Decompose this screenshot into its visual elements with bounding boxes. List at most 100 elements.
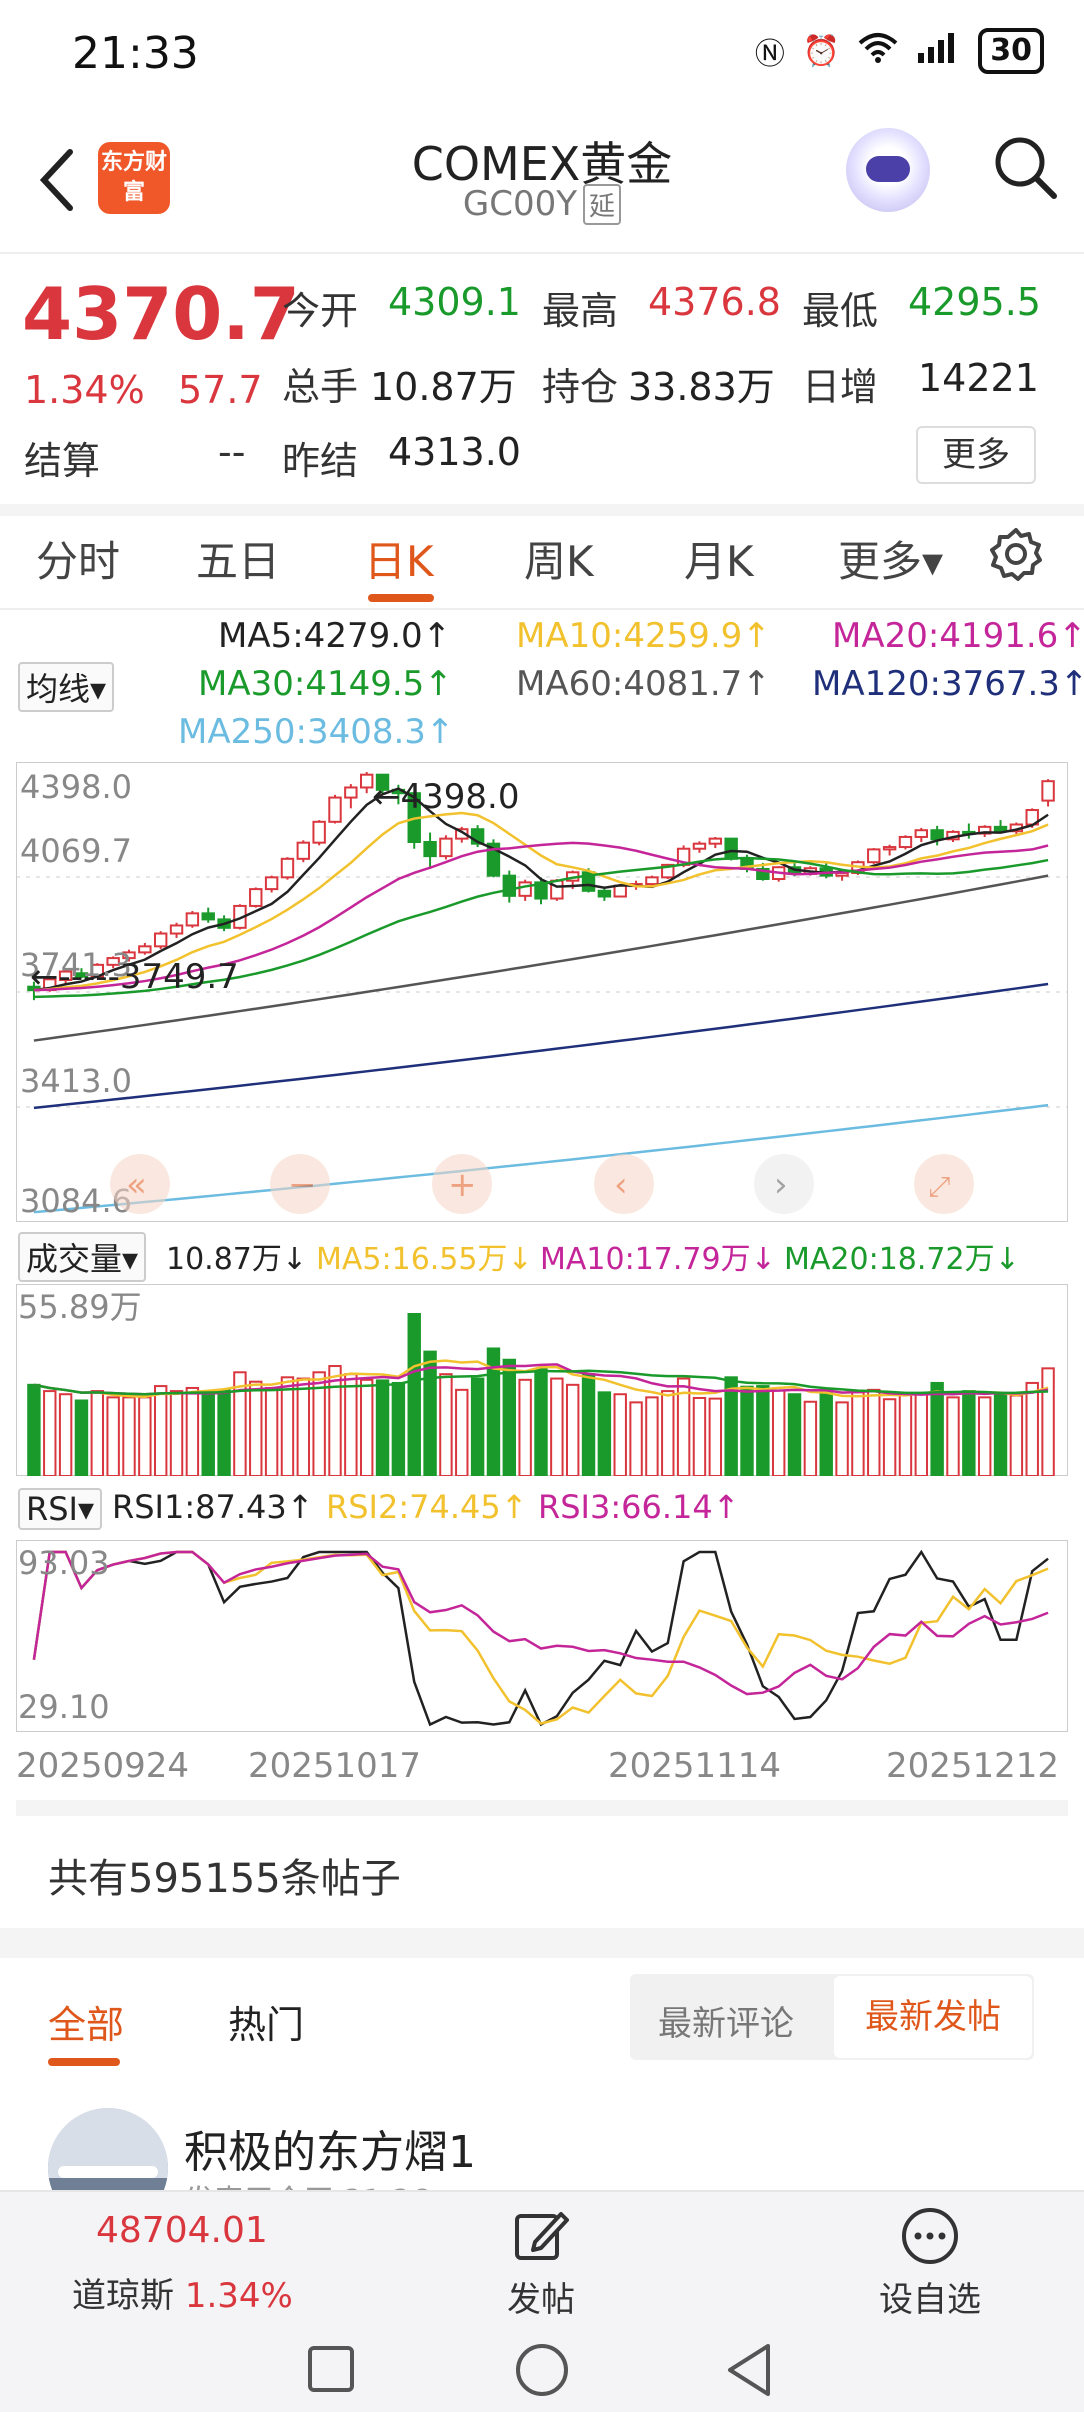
back-nav-icon[interactable] <box>724 2342 774 2398</box>
more-options-icon[interactable] <box>870 2206 990 2270</box>
ma250-label: MA250:3408.3↑ <box>178 712 455 752</box>
tab-all[interactable]: 全部 <box>48 2003 125 2047</box>
volume-bar <box>613 1393 627 1476</box>
volume-bar <box>280 1376 295 1476</box>
volume-bar <box>407 1313 421 1476</box>
dow-index-label[interactable]: 道琼斯 1.34% <box>72 2268 293 2317</box>
kline-chart[interactable]: 4398.0 4069.7 3741.3 3413.0 3084.6 ←4398… <box>16 762 1068 1222</box>
volume-bar <box>217 1388 231 1476</box>
post-author[interactable]: 积极的东方熠1 <box>184 2127 476 2178</box>
nfc-icon: Ⓝ <box>754 37 785 72</box>
prev-icon[interactable] <box>594 1154 654 1214</box>
section-gap <box>0 1928 1084 1958</box>
volume-bar <box>629 1401 643 1476</box>
compose-label[interactable]: 发帖 <box>507 2280 575 2320</box>
volume-bar <box>90 1390 105 1476</box>
volume-bar <box>882 1398 897 1476</box>
candle-body <box>1041 780 1055 802</box>
candle-body <box>756 867 770 881</box>
volume-bar <box>502 1358 517 1476</box>
more-button[interactable]: 更多 <box>916 426 1036 484</box>
candle-body <box>993 825 1008 833</box>
volume-bars <box>27 1313 1055 1476</box>
high-value: 4376.8 <box>648 280 781 324</box>
candle-body <box>518 881 532 897</box>
volume-bar <box>486 1347 501 1476</box>
volume-bar <box>819 1389 833 1476</box>
signal-icon <box>916 31 960 71</box>
tab-weekly-k[interactable]: 周K <box>524 537 594 586</box>
tab-more[interactable]: 更多▾ <box>838 537 944 586</box>
high-label: 最高 <box>542 289 619 333</box>
rsi-chart[interactable]: 93.03 29.10 <box>16 1540 1068 1732</box>
sort-latest-comment[interactable]: 最新评论 <box>658 2004 794 2044</box>
candle-body <box>423 840 437 858</box>
rsi-lines <box>32 1549 1049 1727</box>
tab-monthly-k[interactable]: 月K <box>684 537 754 586</box>
prev-settle-value: 4313.0 <box>388 430 521 474</box>
volume-bar <box>724 1376 738 1476</box>
next-icon[interactable] <box>754 1154 814 1214</box>
change-percent: 1.34% <box>24 368 145 412</box>
ma120-label: MA120:3767.3↑ <box>812 664 1084 704</box>
home-icon[interactable] <box>514 2342 570 2398</box>
volume-chart[interactable]: 55.89万 <box>16 1284 1068 1476</box>
volume-bar <box>581 1373 596 1476</box>
minus-glyph: − <box>288 1165 317 1205</box>
sort-latest-post[interactable]: 最新发帖 <box>834 1976 1032 2058</box>
assistant-robot-icon[interactable] <box>846 128 930 212</box>
active-tab-indicator <box>48 2058 120 2066</box>
position-value: 33.83万 <box>628 365 775 409</box>
candle-body <box>74 972 89 978</box>
fast-back-icon[interactable] <box>110 1154 170 1214</box>
x-date: 20251017 <box>248 1746 422 1786</box>
tab-hot[interactable]: 热门 <box>228 2003 305 2047</box>
volume-bar <box>1009 1394 1024 1476</box>
volume-bar <box>1041 1367 1055 1476</box>
rsi-bottom-label: 29.10 <box>18 1688 110 1726</box>
volume-selector[interactable]: 成交量▾ <box>18 1232 147 1282</box>
search-icon[interactable] <box>990 132 1060 202</box>
tab-five-day[interactable]: 五日 <box>196 537 281 586</box>
ma5-line <box>33 787 1049 992</box>
candle-body <box>914 829 929 838</box>
recent-apps-icon[interactable] <box>306 2344 356 2394</box>
add-watchlist-label[interactable]: 设自选 <box>879 2280 981 2320</box>
alarm-icon: ⏰ <box>802 33 841 69</box>
candle-body <box>201 912 215 921</box>
tab-timeshare[interactable]: 分时 <box>36 537 121 586</box>
fast-back-glyph: « <box>126 1165 147 1205</box>
y-label: 3741.3 <box>20 946 132 984</box>
rsi-selector[interactable]: RSI▾ <box>18 1488 103 1530</box>
volume-bar <box>249 1380 263 1476</box>
compose-icon[interactable] <box>496 2206 586 2270</box>
last-price: 4370.7 <box>22 272 300 356</box>
indicator-selector[interactable]: 均线▾ <box>18 662 115 712</box>
volume-bar <box>676 1377 691 1476</box>
gear-icon[interactable] <box>988 526 1044 582</box>
volume-ma10: MA10:17.79万↓ <box>540 1242 776 1277</box>
volume-bar <box>43 1390 57 1476</box>
back-icon[interactable] <box>30 140 90 220</box>
volume-bar <box>375 1379 390 1476</box>
volume-bar <box>835 1401 849 1476</box>
volume-bar <box>977 1396 992 1476</box>
volume-bar <box>914 1391 929 1476</box>
zoom-in-icon[interactable] <box>432 1154 492 1214</box>
settle-label: 结算 <box>24 439 101 483</box>
volume-bar <box>708 1397 723 1476</box>
tab-daily-k[interactable]: 日K <box>364 537 434 586</box>
volume-ma5-line <box>33 1359 1049 1398</box>
volume-bar <box>74 1399 89 1476</box>
candle-body <box>724 837 738 860</box>
candle-body <box>312 820 326 844</box>
volume-bar <box>692 1396 707 1476</box>
divider <box>16 1800 1068 1816</box>
zoom-out-icon[interactable] <box>270 1154 330 1214</box>
open-label: 今开 <box>282 289 359 333</box>
fullscreen-icon[interactable] <box>914 1154 974 1214</box>
ma10-label: MA10:4259.9↑ <box>516 616 771 656</box>
x-date: 20251212 <box>886 1746 1060 1786</box>
dow-index-value[interactable]: 48704.01 <box>96 2210 268 2251</box>
change-amount: 57.7 <box>178 368 263 412</box>
